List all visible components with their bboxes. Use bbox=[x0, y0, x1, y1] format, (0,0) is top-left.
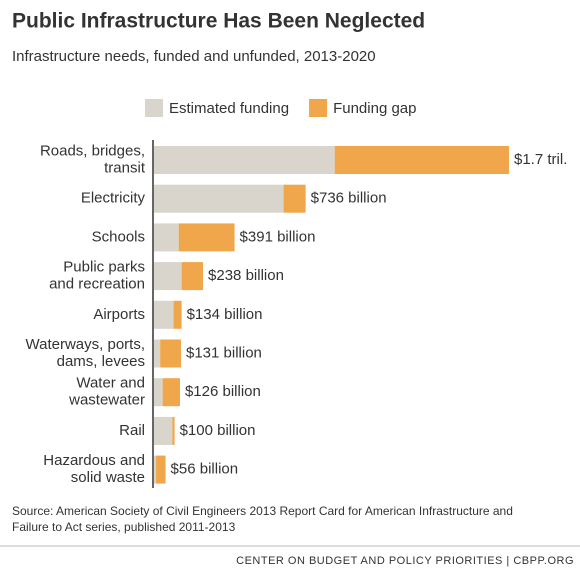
y-tick-label: Water and bbox=[76, 375, 145, 392]
total-label: $126 billion bbox=[185, 383, 261, 400]
source-note: Failure to Act series, published 2011-20… bbox=[12, 520, 236, 534]
y-tick-label: solid waste bbox=[71, 469, 145, 486]
bar-segment bbox=[162, 378, 180, 407]
bar-segment bbox=[154, 455, 157, 484]
legend-swatch bbox=[145, 99, 163, 117]
bar-segment bbox=[173, 300, 182, 329]
y-tick-label: transit bbox=[104, 159, 146, 176]
source-note: Source: American Society of Civil Engine… bbox=[12, 504, 513, 518]
bar-segment bbox=[154, 300, 174, 329]
y-tick-label: Waterways, ports, bbox=[26, 336, 145, 353]
bar-segment bbox=[334, 146, 509, 174]
total-label: $736 billion bbox=[311, 190, 387, 207]
y-tick-label: Rail bbox=[119, 422, 145, 439]
total-label: $56 billion bbox=[171, 461, 239, 478]
y-tick-label: and recreation bbox=[49, 276, 145, 293]
total-label: $391 billion bbox=[240, 228, 316, 245]
chart-subtitle: Infrastructure needs, funded and unfunde… bbox=[12, 48, 376, 65]
bar-segment bbox=[154, 223, 179, 252]
bar-segment bbox=[154, 378, 163, 407]
y-tick-label: Public parks bbox=[63, 259, 145, 276]
y-tick-label: Hazardous and bbox=[43, 452, 145, 469]
bar-segment bbox=[154, 146, 335, 174]
bar-segment bbox=[172, 416, 175, 445]
chart-title: Public Infrastructure Has Been Neglected bbox=[12, 10, 425, 33]
footer: CENTER ON BUDGET AND POLICY PRIORITIES |… bbox=[236, 555, 574, 567]
legend-swatch bbox=[309, 99, 328, 117]
bar-segment bbox=[181, 262, 204, 291]
y-tick-label: wastewater bbox=[68, 392, 145, 409]
y-tick-label: Airports bbox=[93, 306, 145, 323]
bar-segment bbox=[154, 184, 284, 213]
bar-segment bbox=[154, 262, 182, 291]
legend-label: Funding gap bbox=[333, 100, 416, 117]
total-label: $134 billion bbox=[187, 306, 263, 323]
bar-segment bbox=[178, 223, 235, 252]
total-label: $238 billion bbox=[208, 267, 284, 284]
legend-label: Estimated funding bbox=[169, 100, 289, 117]
y-tick-label: Roads, bridges, bbox=[40, 142, 145, 159]
y-tick-label: Schools bbox=[92, 228, 145, 245]
total-label: $131 billion bbox=[186, 344, 262, 361]
y-tick-label: Electricity bbox=[81, 190, 146, 207]
bar-segment bbox=[154, 339, 161, 368]
total-label: $100 billion bbox=[180, 422, 256, 439]
bar-segment bbox=[160, 339, 181, 368]
bar-segment bbox=[154, 416, 173, 445]
bar-segment bbox=[156, 455, 166, 484]
y-tick-label: dams, levees bbox=[57, 353, 145, 370]
bar-segment bbox=[283, 184, 306, 213]
total-label: $1.7 tril. bbox=[514, 151, 567, 168]
